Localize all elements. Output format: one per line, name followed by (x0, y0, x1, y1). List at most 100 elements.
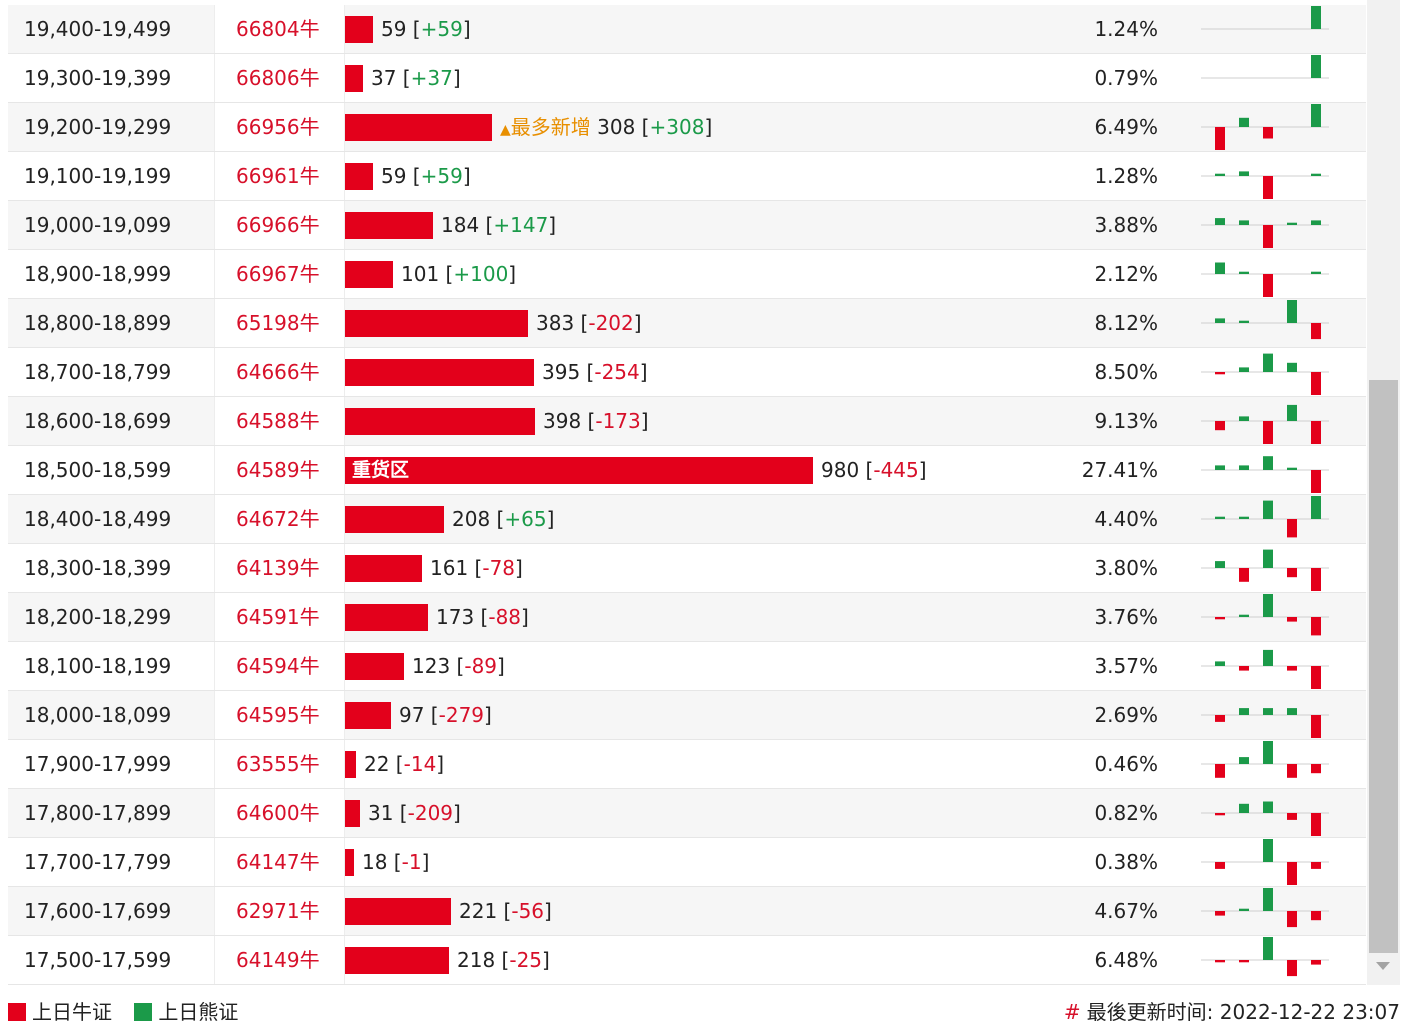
sparkline-bar (1263, 127, 1273, 139)
sparkline-bar (1311, 55, 1321, 78)
percentage: 8.12% (1094, 311, 1158, 335)
sparkline-bar (1263, 708, 1273, 715)
count-bar-cell: 395 [-254] (345, 348, 1085, 396)
sparkline-bar (1287, 404, 1297, 421)
count-info: 398 [-173] (543, 409, 649, 433)
cbbc-code-link[interactable]: 66804牛 (236, 17, 320, 41)
count-change: -14 (403, 752, 437, 776)
code-cell (214, 691, 345, 739)
cbbc-code-link[interactable]: 64672牛 (236, 507, 320, 531)
cbbc-code-link[interactable]: 64591牛 (236, 605, 320, 629)
count-bar (345, 212, 433, 239)
table-row: 18,800-18,899 65198牛 383 [-202] 8.12% (8, 299, 1366, 348)
scroll-down-arrow-icon[interactable] (1376, 962, 1390, 970)
count-value: 173 (436, 605, 475, 629)
percentage: 4.40% (1094, 507, 1158, 531)
table-row: 17,500-17,599 64149牛 218 [-25] 6.48% (8, 936, 1366, 985)
sparkline-bar (1311, 6, 1321, 29)
cbbc-code-link[interactable]: 65198牛 (236, 311, 320, 335)
history-sparkline (1201, 937, 1329, 977)
cbbc-code-link[interactable]: 64666牛 (236, 360, 320, 384)
cbbc-code-link[interactable]: 66956牛 (236, 115, 320, 139)
count-info: 123 [-89] (412, 654, 505, 678)
cbbc-code-link[interactable]: 64588牛 (236, 409, 320, 433)
price-range: 18,100-18,199 (24, 654, 172, 678)
code-cell (214, 642, 345, 690)
cbbc-code-link[interactable]: 64147牛 (236, 850, 320, 874)
sparkline-bar (1239, 960, 1249, 963)
count-bar (345, 16, 373, 43)
count-info: 18 [-1] (362, 850, 430, 874)
sparkline-bar (1215, 561, 1225, 568)
sparkline-bar (1215, 127, 1225, 150)
code-cell (214, 201, 345, 249)
sparkline-bar (1239, 666, 1249, 671)
count-bar-cell: 101 [+100] (345, 250, 1085, 298)
sparkline-bar (1263, 274, 1273, 297)
price-range: 17,500-17,599 (24, 948, 172, 972)
sparkline-bar (1287, 911, 1297, 928)
count-bar (345, 751, 356, 778)
scrollbar-thumb[interactable] (1369, 380, 1398, 953)
cbbc-code-link[interactable]: 64595牛 (236, 703, 320, 727)
cbbc-code-link[interactable]: 64600牛 (236, 801, 320, 825)
count-info: 59 [+59] (381, 17, 471, 41)
count-value: 22 (364, 752, 390, 776)
count-change: +37 (410, 66, 453, 90)
vertical-scrollbar[interactable] (1367, 0, 1400, 985)
sparkline-bar (1263, 176, 1273, 199)
price-range: 17,600-17,699 (24, 899, 172, 923)
count-bar (345, 65, 363, 92)
sparkline-bar (1311, 372, 1321, 395)
sparkline-bar (1311, 666, 1321, 689)
legend-bear-label: 上日熊证 (158, 1000, 239, 1024)
cbbc-code-link[interactable]: 66961牛 (236, 164, 320, 188)
sparkline-bar (1263, 888, 1273, 911)
count-bar (345, 114, 492, 141)
cbbc-code-link[interactable]: 64139牛 (236, 556, 320, 580)
table-row: 17,900-17,999 63555牛 22 [-14] 0.46% (8, 740, 1366, 789)
count-bar-cell: 97 [-279] (345, 691, 1085, 739)
sparkline-bar (1239, 757, 1249, 764)
table-row: 18,700-18,799 64666牛 395 [-254] 8.50% (8, 348, 1366, 397)
count-info: ▲最多新增 308 [+308] (500, 115, 713, 139)
cbbc-code-link[interactable]: 66967牛 (236, 262, 320, 286)
history-sparkline (1201, 104, 1329, 150)
code-cell (214, 838, 345, 886)
count-bar (345, 702, 391, 729)
percentage: 0.82% (1094, 801, 1158, 825)
sparkline-bar (1311, 421, 1321, 444)
count-change: +65 (504, 507, 547, 531)
cbbc-distribution-table: 19,400-19,499 66804牛 59 [+59] 1.24% 19,300-1… (8, 5, 1366, 985)
price-range: 18,400-18,499 (24, 507, 172, 531)
cbbc-code-link[interactable]: 64589牛 (236, 458, 320, 482)
sparkline-bar (1215, 764, 1225, 778)
sparkline-bar (1215, 516, 1225, 519)
sparkline-bar (1287, 362, 1297, 372)
count-change: +308 (649, 115, 705, 139)
percentage: 3.88% (1094, 213, 1158, 237)
cbbc-code-link[interactable]: 64594牛 (236, 654, 320, 678)
count-value: 161 (430, 556, 469, 580)
count-bar-cell: 重货区 980 [-445] (345, 446, 1085, 494)
code-cell (214, 103, 345, 151)
history-sparkline (1201, 353, 1329, 395)
sparkline-bar (1311, 496, 1321, 519)
percentage: 2.12% (1094, 262, 1158, 286)
table-row: 17,600-17,699 62971牛 221 [-56] 4.67% (8, 887, 1366, 936)
count-change: -25 (509, 948, 543, 972)
cbbc-code-link[interactable]: 64149牛 (236, 948, 320, 972)
code-cell (214, 789, 345, 837)
cbbc-code-link[interactable]: 62971牛 (236, 899, 320, 923)
percentage: 8.50% (1094, 360, 1158, 384)
cbbc-code-link[interactable]: 63555牛 (236, 752, 320, 776)
count-bar-cell: 208 [+65] (345, 495, 1085, 543)
count-bar (345, 849, 354, 876)
cbbc-code-link[interactable]: 66806牛 (236, 66, 320, 90)
sparkline-bar (1239, 271, 1249, 274)
sparkline-bar (1287, 617, 1297, 622)
cbbc-code-link[interactable]: 66966牛 (236, 213, 320, 237)
sparkline-bar (1287, 960, 1297, 977)
table-row: 18,900-18,999 66967牛 101 [+100] 2.12% (8, 250, 1366, 299)
sparkline-bar (1239, 803, 1249, 813)
